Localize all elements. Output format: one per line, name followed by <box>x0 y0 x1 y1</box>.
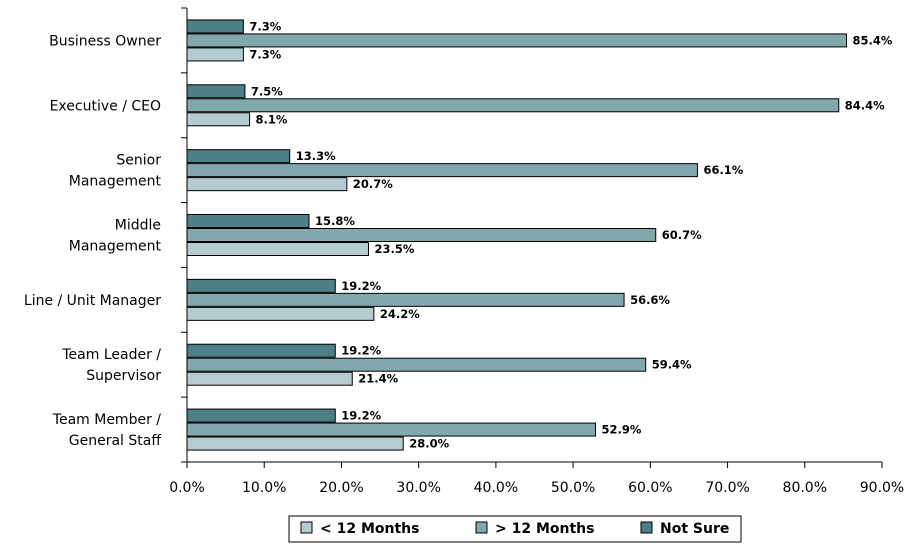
bar-data-label: 23.5% <box>374 242 414 256</box>
legend: < 12 Months > 12 Months Not Sure <box>288 515 742 543</box>
x-tick-label: 80.0% <box>783 480 827 496</box>
bar-data-label: 60.7% <box>662 228 702 242</box>
bar-data-label: 20.7% <box>353 177 393 191</box>
bar--12-months-3 <box>186 228 657 242</box>
bar-data-label: 19.2% <box>341 279 381 293</box>
x-tick-label: 50.0% <box>551 480 595 496</box>
bar-data-label: 7.3% <box>249 47 281 61</box>
category-label: Management <box>69 174 162 190</box>
category-label: General Staff <box>69 433 162 449</box>
bar--12-months-1 <box>186 112 251 127</box>
legend-swatch <box>300 521 313 534</box>
legend-label: Not Sure <box>660 521 729 537</box>
x-tick-label: 40.0% <box>474 480 518 496</box>
legend-box <box>288 515 742 543</box>
legend-swatch <box>640 521 653 534</box>
bar-not-sure-2 <box>186 149 291 164</box>
x-tick-labels-layer: 0.0% 10.0% 20.0% 30.0% 40.0% 50.0% 60.0% 70.0% 8… <box>169 480 904 496</box>
bar-not-sure-1 <box>186 84 246 99</box>
bar-data-label: 56.6% <box>630 293 670 307</box>
bar-labels-layer: 7.3% 85.4% 7.3% 7.5% 84.4% 8.1% 13.3% 66.1% 20.7… <box>249 19 892 450</box>
bar--12-months-4 <box>186 292 625 307</box>
bar--12-months-4 <box>186 306 375 321</box>
x-tick-label: 30.0% <box>396 480 440 496</box>
bars-layer <box>186 19 847 451</box>
category-label: Management <box>69 239 162 255</box>
bar-data-label: 19.2% <box>341 409 381 423</box>
bar--12-months-5 <box>186 357 647 372</box>
bar-not-sure-0 <box>186 19 244 34</box>
bar-data-label: 52.9% <box>602 423 642 437</box>
category-label: Business Owner <box>49 33 161 49</box>
bar-data-label: 84.4% <box>845 98 885 112</box>
bar-data-label: 7.3% <box>249 19 281 33</box>
bar-data-label: 59.4% <box>652 358 692 372</box>
bar-data-label: 66.1% <box>703 163 743 177</box>
bar-not-sure-5 <box>186 343 336 358</box>
bar-data-label: 15.8% <box>315 214 355 228</box>
bar--12-months-5 <box>186 371 353 386</box>
category-labels-layer: Business Owner Executive / CEO Senior Manag… <box>24 33 162 449</box>
bar--12-months-0 <box>186 33 847 48</box>
bar-not-sure-4 <box>186 278 336 293</box>
category-label: Middle <box>115 218 161 234</box>
legend-label: > 12 Months <box>495 521 594 537</box>
bar--12-months-2 <box>186 163 698 178</box>
bar-data-label: 19.2% <box>341 344 381 358</box>
legend-label: < 12 Months <box>320 521 419 537</box>
category-label: Team Member / <box>52 412 161 428</box>
bar--12-months-2 <box>186 177 348 192</box>
bar-not-sure-3 <box>186 214 310 228</box>
bar--12-months-3 <box>186 242 369 256</box>
bar-data-label: 28.0% <box>409 437 449 451</box>
bar--12-months-0 <box>186 47 244 62</box>
bar--12-months-6 <box>186 422 597 437</box>
x-tick-label: 0.0% <box>169 480 205 496</box>
bar--12-months-6 <box>186 436 404 451</box>
bar-data-label: 7.5% <box>251 84 283 98</box>
bar-data-label: 13.3% <box>296 149 336 163</box>
x-tick-label: 60.0% <box>628 480 672 496</box>
x-tick-label: 70.0% <box>705 480 749 496</box>
x-tick-label: 90.0% <box>860 480 904 496</box>
x-tick-label: 20.0% <box>319 480 363 496</box>
bar-data-label: 85.4% <box>852 33 892 47</box>
category-label: Supervisor <box>86 368 161 384</box>
x-tick-label: 10.0% <box>242 480 286 496</box>
bar-not-sure-6 <box>186 408 336 423</box>
legend-swatch <box>475 521 488 534</box>
category-label: Senior <box>116 153 161 169</box>
axes-layer <box>181 7 883 468</box>
bar--12-months-1 <box>186 98 840 113</box>
category-label: Executive / CEO <box>50 98 161 114</box>
bar-data-label: 24.2% <box>380 307 420 321</box>
category-label: Line / Unit Manager <box>24 293 161 309</box>
category-label: Team Leader / <box>61 347 161 363</box>
bar-data-label: 8.1% <box>256 112 288 126</box>
bar-data-label: 21.4% <box>358 372 398 386</box>
